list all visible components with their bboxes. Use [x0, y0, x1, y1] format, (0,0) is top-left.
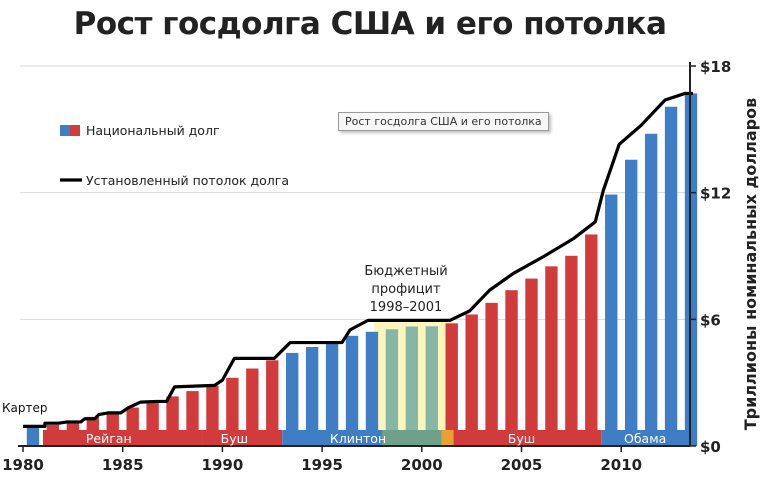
- period-strip-6: [601, 430, 693, 446]
- debt-bar-2002: [465, 314, 478, 446]
- period-strip-1: [202, 430, 283, 446]
- debt-bar-1995: [325, 341, 339, 446]
- debt-bar-1980: [26, 426, 40, 446]
- debt-bar-2009: [605, 194, 618, 446]
- debt-bar-2004: [505, 290, 518, 446]
- chart-tooltip: Рост госдолга США и его потолка: [338, 112, 549, 131]
- debt-bar-1992: [266, 360, 279, 446]
- debt-bar-1996: [345, 335, 359, 446]
- debt-bar-1999: [405, 326, 419, 446]
- debt-bar-1991: [246, 368, 259, 446]
- period-label-3: Клинтон: [330, 431, 386, 446]
- legend: Национальный долг Установленный потолок д…: [60, 123, 289, 188]
- x-tick-label-2000: 2000: [401, 456, 443, 474]
- bars-layer: [26, 93, 698, 446]
- x-tick-label-2010: 2010: [600, 456, 642, 474]
- y-tick-label-1: $6: [700, 311, 721, 329]
- debt-bar-1998: [385, 329, 399, 446]
- surplus-annotation-line-1: профицит: [371, 282, 441, 297]
- debt-bar-1990: [226, 377, 239, 446]
- debt-bar-2008: [585, 234, 598, 446]
- axes-layer: $0 $6 $12 $18 1980 1985 1990 1995 2000 2005 2010 Тр…: [2, 58, 760, 474]
- period-strip-2: [282, 430, 382, 446]
- debt-bar-2003: [485, 302, 498, 446]
- debt-bar-2012: [664, 106, 678, 446]
- x-tick-label-1995: 1995: [301, 456, 343, 474]
- debt-bar-2011: [644, 133, 658, 446]
- ceiling-layer: [23, 91, 693, 428]
- y-axis-label: Триллионы номинальных долларов: [741, 98, 760, 430]
- period-strip-3: [381, 430, 442, 446]
- debt-bar-2000: [425, 326, 438, 446]
- x-tick-label-1985: 1985: [102, 456, 144, 474]
- period-label-4: Буш: [508, 431, 535, 446]
- legend-label-ceiling: Установленный потолок долга: [86, 173, 289, 188]
- legend-label-debt: Национальный долг: [86, 123, 220, 138]
- y-tick-label-0: $0: [700, 438, 721, 456]
- y-tick-label-3: $18: [700, 58, 731, 76]
- debt-bar-2005: [525, 278, 538, 446]
- debt-bar-2010: [625, 159, 638, 446]
- x-tick-label-2005: 2005: [501, 456, 543, 474]
- legend-swatch-debt-red: [70, 125, 80, 136]
- y-tick-label-2: $12: [700, 185, 731, 203]
- debt-bar-1993: [286, 352, 299, 446]
- debt-bar-1997: [365, 331, 379, 446]
- debt-bar-2006: [545, 266, 558, 446]
- surplus-annotation-line-2: 1998–2001: [370, 300, 443, 315]
- period-strip-5: [453, 430, 602, 446]
- period-label-0: Картер: [2, 401, 47, 415]
- x-tick-label-1980: 1980: [2, 456, 44, 474]
- chart-title: Рост госдолга США и его потолка: [73, 6, 667, 42]
- surplus-annotation-line-0: Бюджетный: [364, 264, 447, 279]
- period-strip-4: [441, 430, 454, 446]
- period-label-2: Буш: [221, 431, 248, 446]
- grid-layer: [20, 65, 690, 320]
- debt-bar-1994: [305, 346, 319, 446]
- period-label-5: Обама: [624, 431, 666, 446]
- debt-bar-2007: [565, 255, 578, 446]
- debt-bar-2013: [684, 93, 698, 446]
- ceiling-line: [23, 91, 693, 428]
- x-tick-label-1990: 1990: [202, 456, 244, 474]
- period-labels-layer: Картер Рейган Буш Клинтон Буш Обама: [2, 401, 666, 446]
- period-strip-0: [42, 430, 203, 446]
- period-label-1: Рейган: [86, 431, 132, 446]
- debt-bar-2001: [445, 323, 458, 446]
- annotation-layer: Бюджетный профицит 1998–2001: [364, 264, 447, 315]
